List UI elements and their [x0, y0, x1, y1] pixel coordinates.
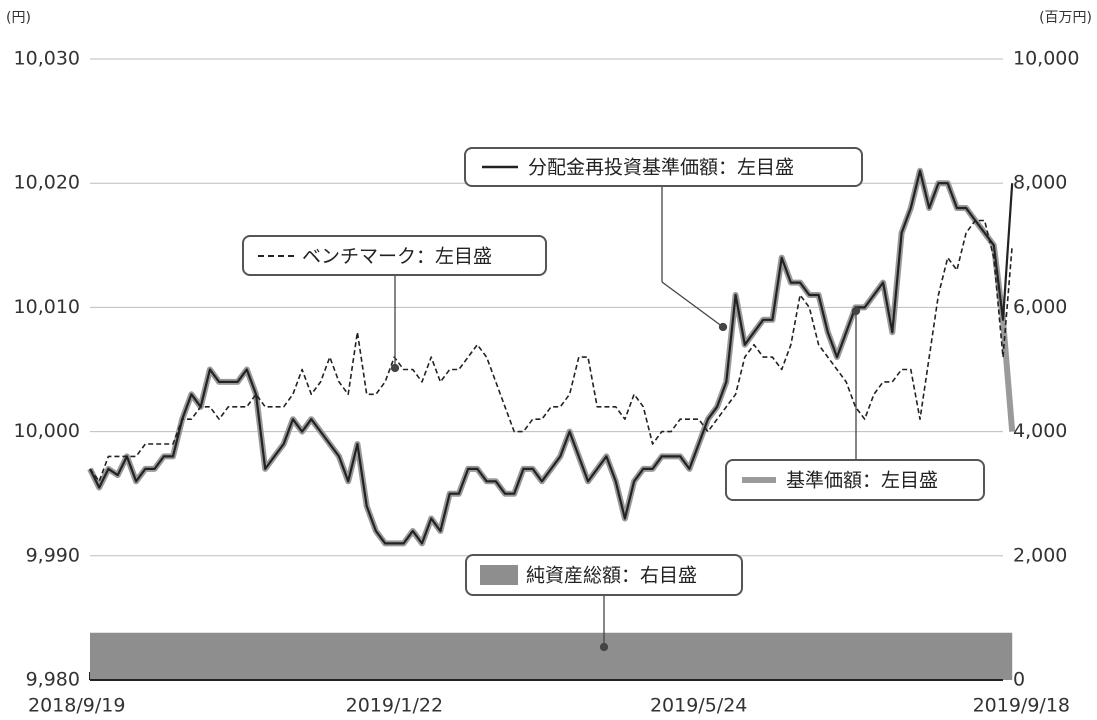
- legend-label: 基準価額：左目盛: [786, 470, 938, 492]
- y2-tick-label: 10,000: [1013, 48, 1079, 70]
- y2-tick-label: 2,000: [1013, 544, 1067, 566]
- leader-dot: [390, 363, 400, 373]
- legend-box: [465, 554, 743, 596]
- area: [90, 632, 1013, 680]
- legend-box: [464, 147, 863, 187]
- leader: [661, 281, 724, 328]
- y-tick-label: 10,000: [14, 420, 80, 442]
- dashed-line: [89, 219, 1013, 483]
- y2-tick-label: 4,000: [1013, 420, 1067, 442]
- x-tick-label: 2019/1/22: [346, 695, 443, 717]
- line: [89, 169, 1014, 545]
- y2-tick-label: 8,000: [1013, 172, 1067, 194]
- legend-label: ベンチマーク：左目盛: [302, 246, 492, 268]
- y-tick-label: 10,010: [14, 296, 80, 318]
- leader-dot: [851, 306, 861, 316]
- y2-tick-label: 6,000: [1013, 296, 1067, 318]
- y-tick-label: 9,980: [26, 669, 80, 691]
- legend-box: [242, 235, 547, 276]
- y2-tick-label: 0: [1013, 669, 1025, 691]
- y-tick-label: 9,990: [26, 544, 80, 566]
- y-unit: (円): [6, 10, 31, 26]
- y-tick-label: 10,030: [14, 48, 80, 70]
- leader-dot: [599, 642, 609, 652]
- legend-swatch: [480, 565, 518, 585]
- x-tick-label: 2018/9/19: [28, 695, 125, 717]
- legend-label: 分配金再投資基準価額：左目盛: [528, 157, 794, 179]
- y-tick-label: 10,020: [14, 172, 80, 194]
- legend-box: [725, 459, 985, 501]
- leader-dot: [718, 322, 728, 332]
- y2-unit: (百万円): [1039, 10, 1092, 26]
- x-tick-label: 2019/9/18: [973, 695, 1070, 717]
- legend-label: 純資産総額：右目盛: [526, 565, 697, 587]
- x-tick-label: 2019/5/24: [650, 695, 747, 717]
